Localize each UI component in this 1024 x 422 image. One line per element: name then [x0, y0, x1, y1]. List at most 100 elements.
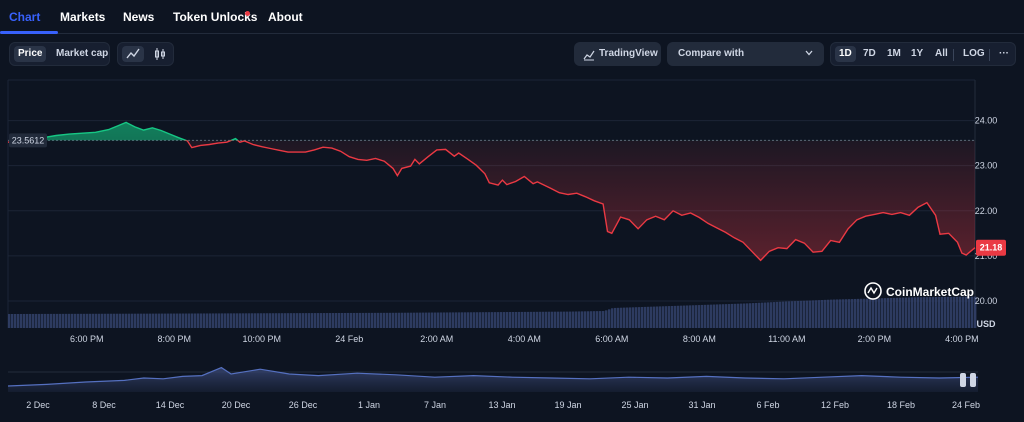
volume-bar: [20, 313, 23, 328]
volume-bar: [158, 313, 161, 328]
volume-bar: [779, 301, 782, 328]
volume-bar: [923, 297, 926, 328]
volume-bar: [233, 313, 236, 328]
volume-bar: [839, 299, 842, 328]
volume-bar: [44, 313, 47, 328]
volume-bar: [563, 311, 566, 328]
volume-bar: [179, 313, 182, 328]
volume-bar: [815, 300, 818, 328]
volume-bar: [533, 311, 536, 328]
volume-bar: [437, 312, 440, 328]
range-7d-button[interactable]: 7D: [863, 48, 876, 59]
candlestick-icon[interactable]: [149, 46, 171, 62]
tab-markets[interactable]: Markets: [60, 10, 106, 24]
volume-bar: [149, 313, 152, 328]
range-all-button[interactable]: All: [935, 48, 948, 59]
more-options-button[interactable]: ···: [999, 48, 1009, 59]
navigator-handle-right[interactable]: [970, 373, 976, 387]
navigator-area: [8, 367, 978, 392]
volume-bar: [896, 297, 899, 328]
range-1d-button[interactable]: 1D: [835, 46, 856, 62]
volume-bar: [14, 313, 17, 328]
volume-bar: [353, 312, 356, 328]
tradingview-button[interactable]: TradingView: [574, 42, 661, 66]
volume-bar: [524, 311, 527, 328]
navigator-handle-left[interactable]: [960, 373, 966, 387]
volume-bar: [362, 312, 365, 328]
range-1y-button[interactable]: 1Y: [911, 48, 924, 59]
volume-bar: [419, 312, 422, 328]
line-chart-icon[interactable]: [122, 46, 144, 62]
volume-bar: [833, 299, 836, 328]
volume-bar: [692, 305, 695, 328]
volume-bar: [545, 311, 548, 328]
volume-bar: [725, 304, 728, 328]
volume-bar: [134, 313, 137, 328]
volume-bar: [737, 303, 740, 328]
volume-bar: [758, 302, 761, 328]
market-cap-button[interactable]: Market cap: [56, 48, 109, 59]
volume-bar: [236, 313, 239, 328]
volume-bar: [140, 313, 143, 328]
volume-bar: [689, 305, 692, 328]
volume-bar: [506, 312, 509, 328]
volume-bar: [323, 313, 326, 328]
volume-bar: [536, 311, 539, 328]
volume-bar: [914, 297, 917, 328]
volume-bar: [935, 297, 938, 328]
tab-about[interactable]: About: [268, 10, 303, 24]
volume-bar: [623, 307, 626, 328]
volume-bar: [776, 301, 779, 328]
volume-bar: [137, 313, 140, 328]
volume-bar: [560, 311, 563, 328]
volume-bar: [89, 313, 92, 328]
volume-bar: [503, 312, 506, 328]
volume-bar: [242, 313, 245, 328]
volume-bar: [350, 312, 353, 328]
volume-bar: [386, 312, 389, 328]
y-tick-label: 23.00: [975, 161, 998, 171]
volume-bar: [710, 304, 713, 328]
volume-bar: [107, 313, 110, 328]
volume-bar: [635, 307, 638, 328]
navigator-date-label: 18 Feb: [887, 400, 915, 410]
volume-bar: [518, 311, 521, 328]
volume-bar: [116, 313, 119, 328]
volume-bar: [278, 313, 281, 328]
volume-bar: [65, 313, 68, 328]
x-tick-label: 6:00 PM: [70, 334, 104, 344]
tab-news[interactable]: News: [123, 10, 155, 24]
volume-bar: [809, 300, 812, 328]
volume-bar: [494, 312, 497, 328]
volume-bar: [371, 312, 374, 328]
volume-bar: [215, 313, 218, 328]
volume-bar: [416, 312, 419, 328]
tab-token-unlocks[interactable]: Token Unlocks: [173, 10, 258, 24]
tab-chart[interactable]: Chart: [9, 10, 41, 24]
volume-bar: [377, 312, 380, 328]
volume-bar: [530, 311, 533, 328]
range-1m-button[interactable]: 1M: [887, 48, 901, 59]
volume-bar: [521, 311, 524, 328]
volume-bar: [290, 313, 293, 328]
volume-bar: [77, 313, 80, 328]
volume-bar: [299, 313, 302, 328]
volume-bar: [305, 313, 308, 328]
volume-bar: [404, 312, 407, 328]
volume-bar: [80, 313, 83, 328]
volume-bar: [485, 312, 488, 328]
x-tick-label: 10:00 PM: [243, 334, 282, 344]
volume-bar: [47, 313, 50, 328]
volume-bar: [71, 313, 74, 328]
volume-bar: [599, 311, 602, 328]
volume-bar: [950, 296, 953, 328]
compare-with-select[interactable]: Compare with: [667, 42, 824, 66]
price-button[interactable]: Price: [14, 46, 47, 62]
volume-bar: [152, 313, 155, 328]
volume-bar: [869, 298, 872, 328]
volume-bar: [638, 307, 641, 328]
navigator-date-label: 24 Feb: [952, 400, 980, 410]
volume-bar: [221, 313, 224, 328]
volume-bar: [572, 311, 575, 328]
log-scale-button[interactable]: LOG: [963, 48, 985, 59]
